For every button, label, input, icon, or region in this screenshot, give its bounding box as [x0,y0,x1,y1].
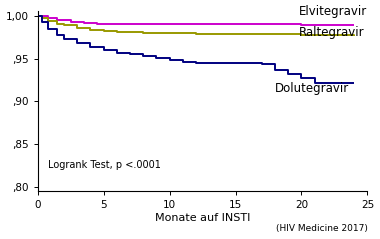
X-axis label: Monate auf INSTI: Monate auf INSTI [155,213,250,223]
Text: Raltegravir: Raltegravir [299,26,364,39]
Text: Dolutegravir: Dolutegravir [275,81,349,95]
Text: (HIV Medicine 2017): (HIV Medicine 2017) [276,224,367,233]
Text: Elvitegravir: Elvitegravir [299,5,367,18]
Text: Logrank Test, p <.0001: Logrank Test, p <.0001 [48,160,161,170]
